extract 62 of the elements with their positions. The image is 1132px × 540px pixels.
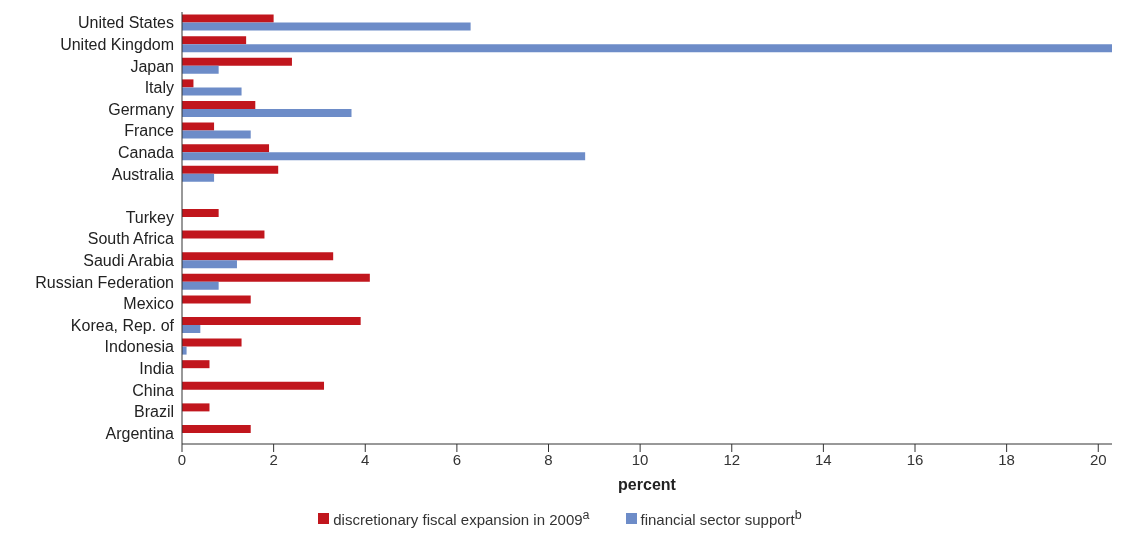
bar	[182, 230, 265, 239]
y-tick-label: Japan	[130, 57, 174, 75]
x-tick-label: 14	[815, 450, 832, 468]
y-tick-label: Canada	[117, 144, 175, 162]
x-tick-label: 10	[631, 450, 649, 468]
bar	[182, 208, 219, 217]
bar	[182, 44, 1112, 53]
y-tick-label: Brazil	[133, 403, 174, 421]
x-tick-label: 16	[906, 450, 924, 468]
x-tick-label: 2	[269, 450, 278, 468]
bar	[182, 22, 471, 31]
bar	[182, 108, 352, 117]
x-tick-label: 6	[452, 450, 462, 468]
y-tick-label: Saudi Arabia	[83, 252, 175, 270]
y-tick-label: Germany	[108, 100, 174, 118]
bar	[182, 122, 215, 131]
bar	[182, 57, 292, 66]
bar	[182, 130, 251, 139]
bar	[182, 260, 237, 269]
x-tick-label: 18	[998, 450, 1015, 468]
bar	[182, 316, 361, 325]
y-tick-label: China	[132, 381, 175, 399]
y-tick-label: France	[124, 122, 175, 140]
bar	[182, 65, 219, 74]
bar	[182, 173, 215, 182]
bar	[182, 87, 242, 96]
x-axis-title: percent	[618, 476, 677, 493]
y-tick-label: Turkey	[125, 208, 174, 226]
y-tick-label: United States	[77, 14, 174, 32]
y-tick-label: Russian Federation	[35, 273, 174, 291]
y-tick-label: United Kingdom	[60, 36, 174, 54]
legend-label: financial sector support$^{b}$	[640, 508, 802, 528]
y-tick-label: India	[139, 360, 175, 378]
bar	[182, 360, 210, 369]
y-tick-label: South Africa	[87, 230, 175, 248]
bar	[182, 100, 256, 109]
bar	[182, 381, 325, 390]
bar	[182, 273, 370, 282]
bar	[182, 252, 334, 261]
y-tick-label: Mexico	[123, 295, 175, 313]
y-tick-label: Italy	[144, 79, 174, 97]
bar	[182, 403, 210, 412]
x-tick-label: 4	[361, 450, 370, 468]
bar	[182, 281, 219, 290]
bar	[182, 324, 201, 333]
y-tick-label: Indonesia	[104, 338, 175, 356]
x-tick-label: 0	[177, 450, 187, 468]
bar	[182, 14, 274, 23]
y-tick-label: Korea, Rep. of	[70, 316, 175, 334]
bar	[182, 424, 251, 433]
bar	[182, 36, 247, 45]
bar	[182, 295, 251, 304]
x-tick-label: 12	[723, 450, 741, 468]
bar	[182, 144, 270, 153]
bar	[182, 338, 242, 347]
bar	[182, 152, 586, 161]
x-tick-label: 20	[1089, 450, 1107, 468]
bar	[182, 165, 279, 174]
y-tick-label: Australia	[111, 165, 175, 183]
y-tick-label: Argentina	[105, 424, 175, 442]
legend-label: discretionary fiscal expansion in 2009$^{a}$	[333, 508, 590, 528]
x-tick-label: 8	[544, 450, 553, 468]
